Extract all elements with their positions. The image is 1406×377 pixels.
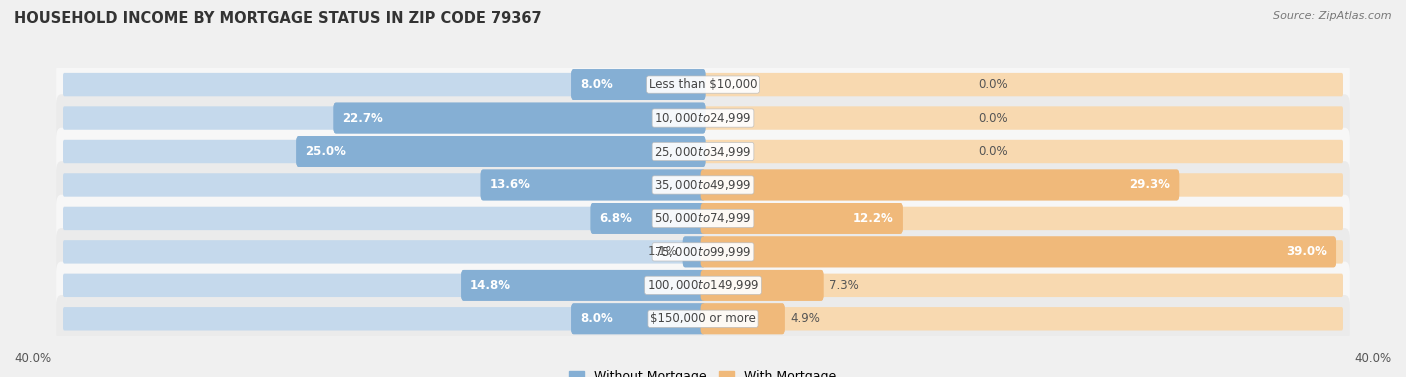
FancyBboxPatch shape bbox=[63, 106, 704, 130]
Legend: Without Mortgage, With Mortgage: Without Mortgage, With Mortgage bbox=[564, 365, 842, 377]
FancyBboxPatch shape bbox=[56, 94, 1350, 142]
Text: HOUSEHOLD INCOME BY MORTGAGE STATUS IN ZIP CODE 79367: HOUSEHOLD INCOME BY MORTGAGE STATUS IN Z… bbox=[14, 11, 541, 26]
Text: 29.3%: 29.3% bbox=[1129, 178, 1170, 192]
FancyBboxPatch shape bbox=[461, 270, 706, 301]
FancyBboxPatch shape bbox=[56, 128, 1350, 175]
FancyBboxPatch shape bbox=[297, 136, 706, 167]
FancyBboxPatch shape bbox=[702, 140, 1343, 163]
Text: 0.0%: 0.0% bbox=[979, 78, 1008, 91]
FancyBboxPatch shape bbox=[700, 203, 903, 234]
FancyBboxPatch shape bbox=[702, 73, 1343, 96]
FancyBboxPatch shape bbox=[481, 170, 706, 200]
Text: $75,000 to $99,999: $75,000 to $99,999 bbox=[654, 245, 752, 259]
Text: 8.0%: 8.0% bbox=[581, 78, 613, 91]
FancyBboxPatch shape bbox=[63, 140, 704, 163]
FancyBboxPatch shape bbox=[700, 303, 785, 334]
FancyBboxPatch shape bbox=[63, 207, 704, 230]
Text: 7.3%: 7.3% bbox=[830, 279, 859, 292]
FancyBboxPatch shape bbox=[63, 274, 704, 297]
FancyBboxPatch shape bbox=[481, 170, 706, 200]
FancyBboxPatch shape bbox=[56, 61, 1350, 108]
FancyBboxPatch shape bbox=[571, 69, 706, 100]
FancyBboxPatch shape bbox=[63, 73, 704, 96]
FancyBboxPatch shape bbox=[333, 103, 706, 133]
FancyBboxPatch shape bbox=[591, 203, 706, 234]
FancyBboxPatch shape bbox=[56, 161, 1350, 209]
Text: Less than $10,000: Less than $10,000 bbox=[648, 78, 758, 91]
FancyBboxPatch shape bbox=[700, 203, 903, 234]
FancyBboxPatch shape bbox=[702, 173, 1343, 197]
FancyBboxPatch shape bbox=[56, 262, 1350, 309]
FancyBboxPatch shape bbox=[63, 240, 704, 264]
Text: $50,000 to $74,999: $50,000 to $74,999 bbox=[654, 211, 752, 225]
FancyBboxPatch shape bbox=[683, 236, 706, 267]
FancyBboxPatch shape bbox=[63, 173, 704, 197]
FancyBboxPatch shape bbox=[591, 203, 706, 234]
Text: $35,000 to $49,999: $35,000 to $49,999 bbox=[654, 178, 752, 192]
Text: 14.8%: 14.8% bbox=[470, 279, 512, 292]
Text: $100,000 to $149,999: $100,000 to $149,999 bbox=[647, 278, 759, 292]
FancyBboxPatch shape bbox=[702, 240, 1343, 264]
FancyBboxPatch shape bbox=[700, 270, 824, 301]
Text: 13.6%: 13.6% bbox=[489, 178, 530, 192]
FancyBboxPatch shape bbox=[571, 303, 706, 334]
Text: 0.0%: 0.0% bbox=[979, 112, 1008, 124]
Text: 12.2%: 12.2% bbox=[853, 212, 894, 225]
Text: 6.8%: 6.8% bbox=[599, 212, 633, 225]
Text: Source: ZipAtlas.com: Source: ZipAtlas.com bbox=[1274, 11, 1392, 21]
FancyBboxPatch shape bbox=[56, 295, 1350, 343]
Text: 8.0%: 8.0% bbox=[581, 312, 613, 325]
FancyBboxPatch shape bbox=[702, 106, 1343, 130]
Text: 4.9%: 4.9% bbox=[790, 312, 820, 325]
FancyBboxPatch shape bbox=[297, 136, 706, 167]
FancyBboxPatch shape bbox=[56, 195, 1350, 242]
FancyBboxPatch shape bbox=[700, 303, 785, 334]
Text: $150,000 or more: $150,000 or more bbox=[650, 312, 756, 325]
FancyBboxPatch shape bbox=[571, 69, 706, 100]
FancyBboxPatch shape bbox=[700, 170, 1180, 200]
FancyBboxPatch shape bbox=[700, 170, 1180, 200]
FancyBboxPatch shape bbox=[702, 207, 1343, 230]
Text: 22.7%: 22.7% bbox=[343, 112, 384, 124]
FancyBboxPatch shape bbox=[702, 274, 1343, 297]
FancyBboxPatch shape bbox=[56, 228, 1350, 276]
FancyBboxPatch shape bbox=[702, 307, 1343, 331]
FancyBboxPatch shape bbox=[700, 270, 824, 301]
FancyBboxPatch shape bbox=[700, 236, 1336, 267]
FancyBboxPatch shape bbox=[700, 236, 1336, 267]
FancyBboxPatch shape bbox=[571, 303, 706, 334]
Text: $10,000 to $24,999: $10,000 to $24,999 bbox=[654, 111, 752, 125]
Text: 40.0%: 40.0% bbox=[1355, 352, 1392, 365]
Text: 0.0%: 0.0% bbox=[979, 145, 1008, 158]
Text: 39.0%: 39.0% bbox=[1286, 245, 1327, 258]
FancyBboxPatch shape bbox=[461, 270, 706, 301]
Text: 40.0%: 40.0% bbox=[14, 352, 51, 365]
Text: 1.1%: 1.1% bbox=[647, 245, 678, 258]
FancyBboxPatch shape bbox=[683, 236, 706, 267]
Text: 25.0%: 25.0% bbox=[305, 145, 346, 158]
FancyBboxPatch shape bbox=[333, 103, 706, 133]
FancyBboxPatch shape bbox=[63, 307, 704, 331]
Text: $25,000 to $34,999: $25,000 to $34,999 bbox=[654, 144, 752, 158]
